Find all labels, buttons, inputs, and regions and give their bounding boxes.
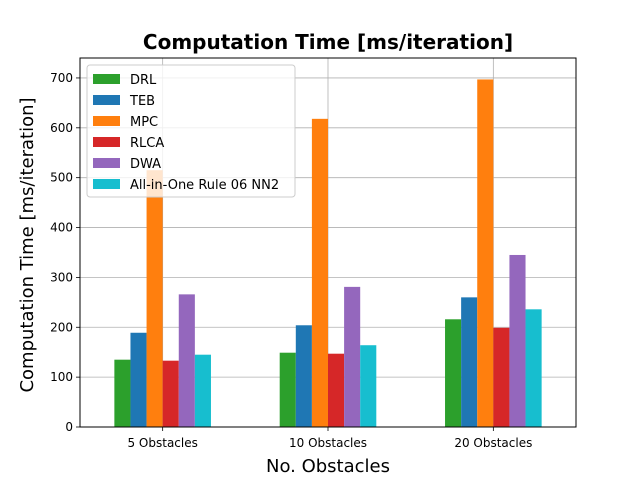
- y-axis-title: Computation Time [ms/iteration]: [17, 97, 38, 392]
- legend-label: MPC: [130, 115, 158, 130]
- bar-rlca: [162, 360, 179, 427]
- bars: [114, 79, 542, 427]
- legend-label: DWA: [130, 157, 161, 172]
- legend-swatch: [93, 179, 120, 189]
- bar-teb: [295, 325, 312, 427]
- x-tick-label: 20 Obstacles: [454, 436, 532, 450]
- y-tick-label: 700: [50, 71, 73, 85]
- bar-all-in-one-rule-06-nn2: [360, 345, 377, 427]
- legend-swatch: [93, 137, 120, 147]
- legend-label: TEB: [129, 94, 155, 109]
- y-tick-label: 100: [50, 370, 73, 384]
- y-tick-label: 200: [50, 320, 73, 334]
- legend: DRL TEB MPC RLCA DWA All-in-One Rule 06 NN2: [86, 64, 296, 198]
- bar-drl: [279, 352, 296, 427]
- y-tick-label: 600: [50, 121, 73, 135]
- bar-dwa: [344, 286, 361, 427]
- bar-all-in-one-rule-06-nn2: [525, 309, 542, 427]
- bar-drl: [114, 359, 131, 427]
- legend-swatch: [93, 116, 120, 126]
- bar-rlca: [328, 353, 345, 427]
- axis-ticks: 0 100 200 300 400 500 600 700 5 Obstacles 10 Obst…: [50, 71, 532, 450]
- legend-swatch: [93, 74, 120, 84]
- legend-swatch: [93, 158, 120, 168]
- y-tick-label: 300: [50, 270, 73, 284]
- y-tick-label: 0: [65, 420, 73, 434]
- bar-dwa: [178, 294, 195, 427]
- bar-all-in-one-rule-06-nn2: [194, 354, 211, 427]
- bar-mpc: [311, 118, 328, 427]
- legend-box: [86, 64, 296, 198]
- bar-drl: [445, 319, 462, 427]
- legend-label: RLCA: [130, 136, 164, 151]
- x-tick-label: 10 Obstacles: [289, 436, 367, 450]
- bar-dwa: [509, 254, 526, 427]
- y-tick-label: 400: [50, 221, 73, 235]
- bar-mpc: [477, 79, 494, 427]
- legend-swatch: [93, 95, 120, 105]
- bar-mpc: [146, 170, 163, 427]
- y-tick-label: 500: [50, 171, 73, 185]
- bar-rlca: [493, 327, 510, 427]
- bar-teb: [130, 332, 147, 427]
- x-axis-title: No. Obstacles: [266, 456, 390, 477]
- chart-title: Computation Time [ms/iteration]: [143, 30, 513, 54]
- legend-label: All-in-One Rule 06 NN2: [130, 178, 279, 193]
- bar-teb: [461, 297, 478, 427]
- x-tick-label: 5 Obstacles: [127, 436, 197, 450]
- legend-label: DRL: [130, 73, 157, 88]
